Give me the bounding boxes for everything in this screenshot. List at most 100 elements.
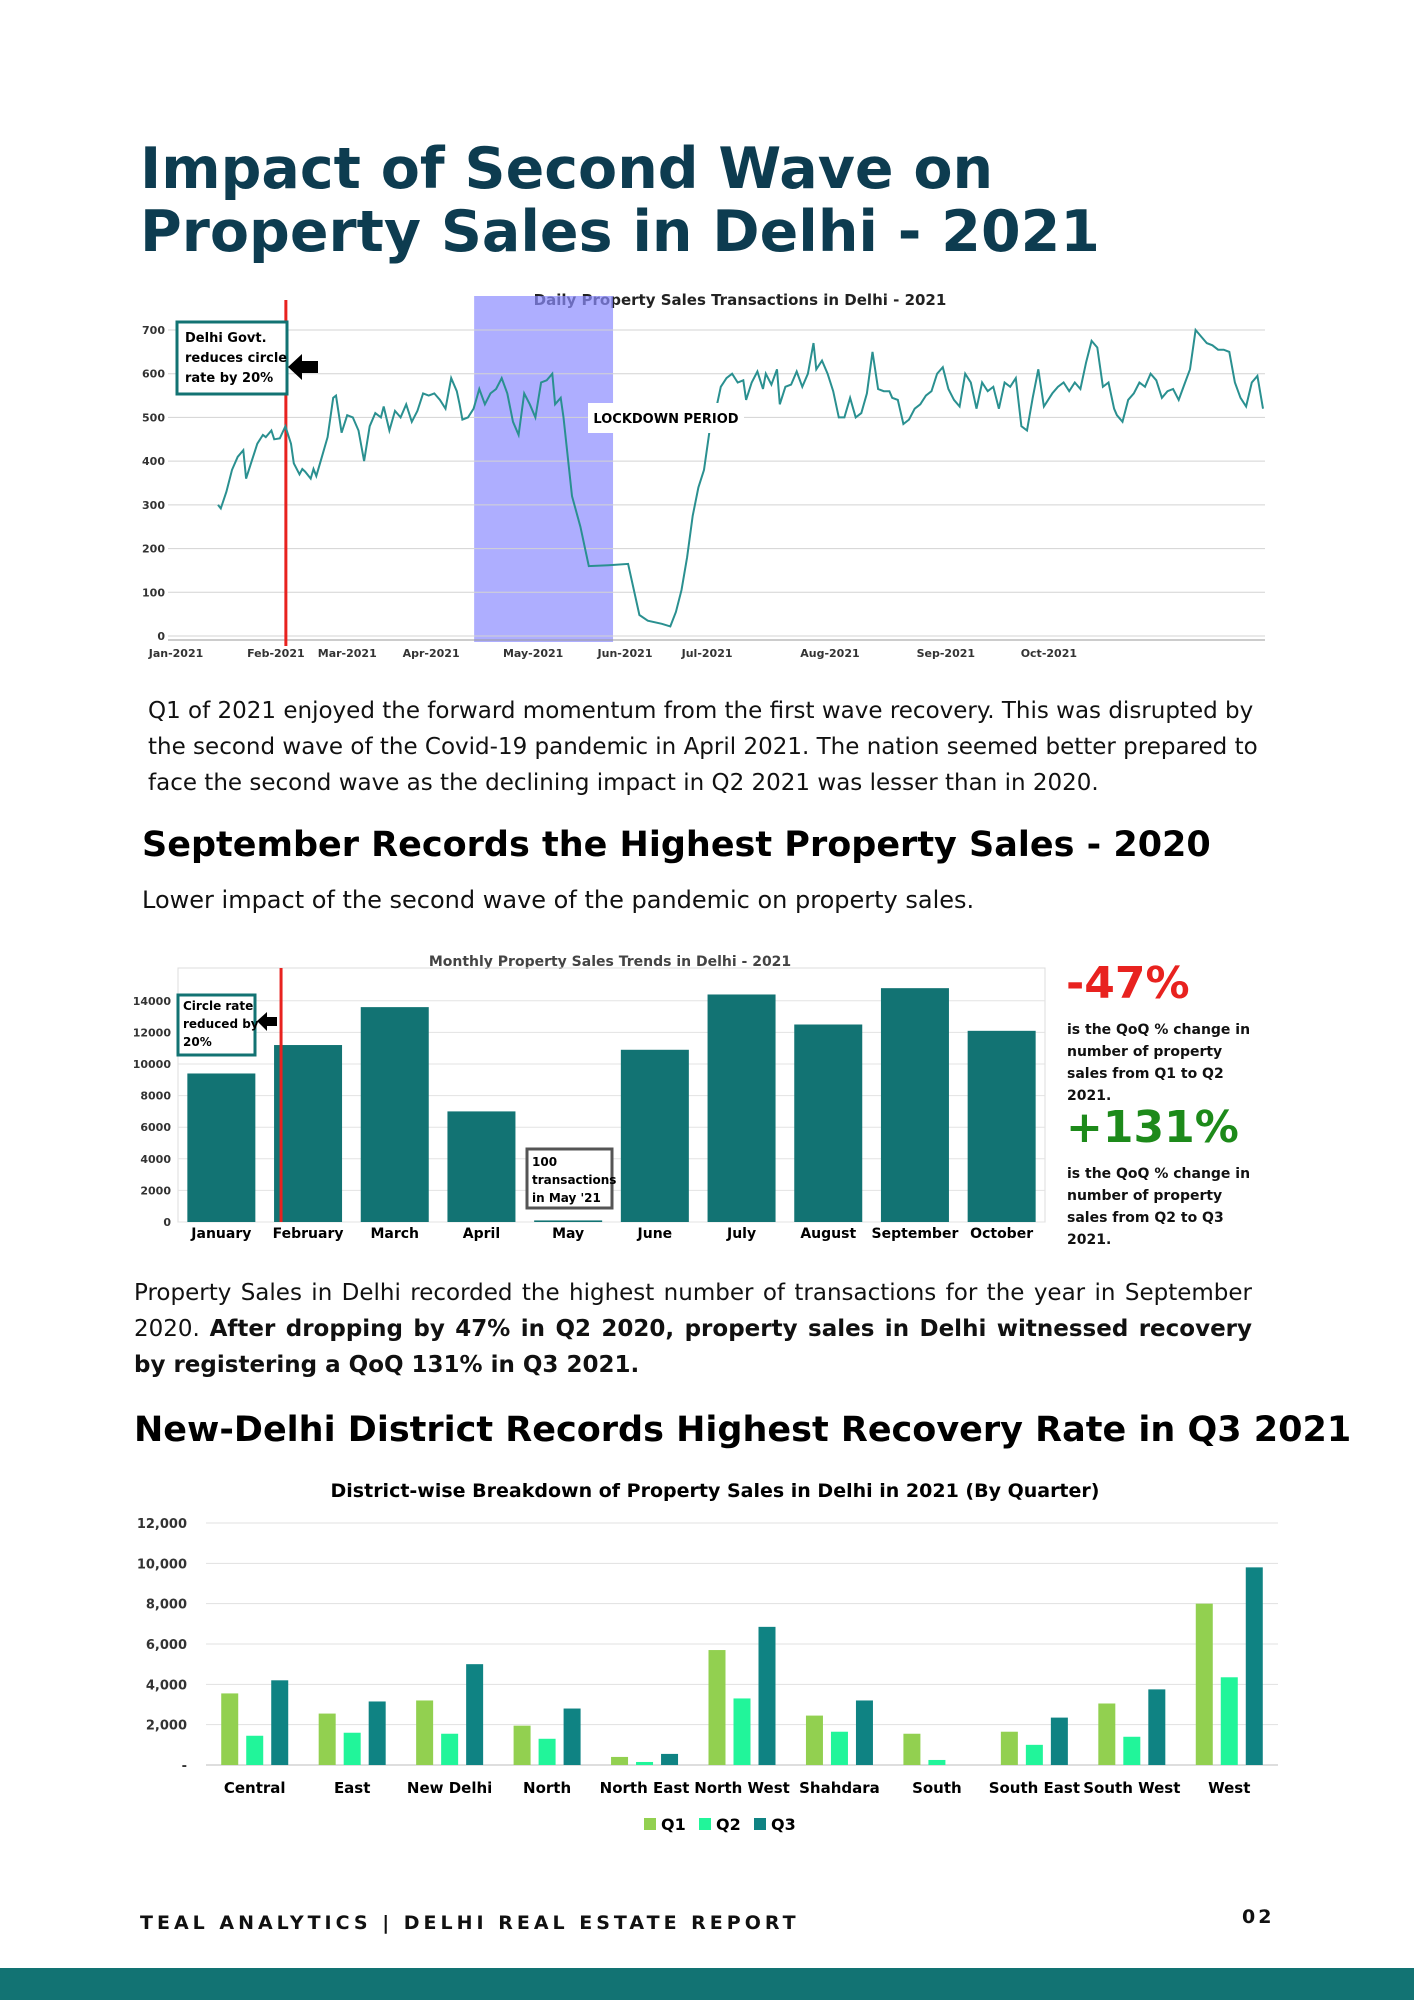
section-heading-september: September Records the Highest Property S… [142, 825, 1211, 865]
bar-march [360, 1007, 429, 1222]
bar-june [620, 1049, 689, 1222]
bar-august [794, 1024, 863, 1222]
bottom-accent-bar [0, 1968, 1414, 2000]
bar-q2 [1025, 1744, 1043, 1765]
left-arrow-icon [288, 354, 318, 380]
x-tick-label: North East [600, 1779, 690, 1797]
x-tick-label: May [552, 1226, 584, 1242]
y-tick-label: 300 [142, 499, 165, 512]
circle-rate-annotation-text: reduced by [183, 1017, 259, 1031]
y-tick-label: 2,000 [146, 1719, 187, 1734]
circle-rate-annotation-box [175, 320, 289, 396]
y-tick-label: 10000 [133, 1058, 172, 1071]
y-tick-label: 4000 [140, 1153, 171, 1166]
bar-q2 [733, 1698, 751, 1765]
x-tick-label: July [726, 1226, 756, 1242]
x-tick-label: May-2021 [503, 647, 563, 660]
x-tick-label: Jun-2021 [597, 647, 653, 660]
x-tick-label: January [190, 1226, 251, 1242]
x-tick-label: February [273, 1226, 344, 1242]
bar-q3 [1245, 1567, 1263, 1765]
x-tick-label: Jul-2021 [681, 647, 733, 660]
qoq-q2-q3-value: +131% [1066, 1102, 1239, 1153]
bar-q1 [221, 1693, 239, 1765]
qoq-q1-q2-value: -47% [1066, 958, 1190, 1009]
y-tick-label: 600 [142, 368, 165, 381]
bar-q1 [416, 1700, 434, 1765]
bar-q1 [1000, 1731, 1018, 1765]
bar-q1 [805, 1715, 823, 1765]
bar-q1 [318, 1713, 336, 1765]
section-heading-district: New-Delhi District Records Highest Recov… [134, 1410, 1352, 1450]
bar-september [880, 988, 949, 1222]
circle-rate-annotation-text: Circle rate [183, 999, 253, 1013]
page-title: Impact of Second Wave on Property Sales … [140, 136, 1100, 265]
x-tick-label: East [334, 1779, 370, 1797]
bar-q3 [855, 1700, 873, 1765]
bar-q2 [1220, 1677, 1238, 1765]
x-tick-label: New Delhi [407, 1779, 492, 1797]
y-tick-label: 2000 [140, 1184, 171, 1197]
x-tick-label: March [370, 1226, 419, 1242]
bar-q1 [708, 1650, 726, 1765]
x-tick-label: Central [224, 1779, 286, 1797]
x-tick-label: October [970, 1226, 1033, 1242]
x-tick-label: Jan-2021 [148, 647, 204, 660]
monthly-sales-bar-chart: Monthly Property Sales Trends in Delhi -… [133, 954, 1046, 1242]
bar-q1 [1195, 1603, 1213, 1765]
chart-title: District-wise Breakdown of Property Sale… [331, 1480, 1100, 1502]
may-annotation-text: transactions [532, 1173, 616, 1187]
bar-april [447, 1111, 516, 1222]
x-tick-label: Shahdara [799, 1779, 880, 1797]
chart-title: Monthly Property Sales Trends in Delhi -… [429, 954, 791, 970]
bar-q3 [271, 1680, 289, 1765]
x-tick-label: Feb-2021 [247, 647, 305, 660]
bar-q3 [758, 1626, 776, 1765]
x-tick-label: Aug-2021 [800, 647, 859, 660]
september-paragraph: Property Sales in Delhi recorded the hig… [134, 1275, 1252, 1383]
bar-q2 [538, 1738, 556, 1765]
legend-label: Q2 [716, 1815, 741, 1834]
x-tick-label: August [800, 1226, 856, 1242]
qoq-q1-q2-description: is the QoQ % change in number of propert… [1067, 1022, 1251, 1104]
bar-q1 [611, 1756, 629, 1765]
lockdown-band [474, 296, 614, 642]
y-tick-label: 14000 [133, 995, 172, 1008]
section-subheading: Lower impact of the second wave of the p… [142, 886, 975, 914]
bar-q2 [1123, 1736, 1141, 1765]
bar-q2 [830, 1731, 848, 1765]
y-tick-label: 6,000 [146, 1638, 187, 1653]
y-tick-label: 6000 [140, 1121, 171, 1134]
bar-q2 [441, 1733, 459, 1765]
bar-q3 [563, 1708, 581, 1765]
x-tick-label: South East [989, 1779, 1080, 1797]
x-tick-label: September [872, 1226, 959, 1242]
lockdown-label-box [588, 403, 744, 433]
bar-q2 [246, 1735, 264, 1765]
bar-q3 [1148, 1689, 1166, 1765]
bar-february [274, 1045, 343, 1222]
bar-july [707, 994, 776, 1222]
y-tick-label: 100 [142, 586, 165, 599]
bar-q3 [368, 1701, 386, 1765]
left-arrow-icon [257, 1012, 277, 1031]
y-tick-label: - [182, 1759, 187, 1774]
may-annotation-text: 100 [532, 1155, 557, 1169]
legend-swatch-q1 [644, 1818, 656, 1830]
circle-rate-annotation-text: reduces circle [185, 351, 287, 366]
x-tick-label: April [463, 1226, 500, 1242]
x-tick-label: June [637, 1226, 673, 1242]
x-tick-label: North West [694, 1779, 790, 1797]
x-tick-label: South West [1083, 1779, 1180, 1797]
legend-swatch-q2 [699, 1818, 711, 1830]
bar-q1 [1098, 1703, 1116, 1765]
y-tick-label: 700 [142, 324, 165, 337]
bar-january [187, 1073, 256, 1222]
chart-title: Daily Property Sales Transactions in Del… [534, 291, 947, 309]
x-tick-label: South [912, 1779, 962, 1797]
x-tick-label: West [1208, 1779, 1250, 1797]
legend-label: Q1 [661, 1815, 686, 1834]
daily-sales-line-chart: Daily Property Sales Transactions in Del… [142, 291, 1265, 660]
legend-label: Q3 [771, 1815, 796, 1834]
y-tick-label: 0 [163, 1216, 171, 1229]
